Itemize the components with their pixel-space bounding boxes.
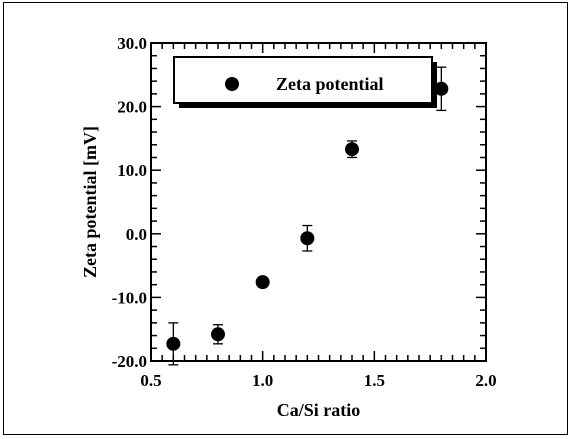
legend-label: Zeta potential	[276, 74, 384, 94]
y-axis-label: Zeta potential [mV]	[80, 126, 100, 278]
x-tick-label: 1.5	[364, 371, 385, 390]
legend-marker	[225, 77, 239, 91]
data-point	[211, 327, 225, 342]
data-point	[345, 142, 359, 157]
x-tick-label: 0.5	[140, 371, 161, 390]
y-tick-label: -10.0	[112, 288, 147, 307]
data-point	[300, 231, 315, 246]
legend: Zeta potential	[173, 56, 437, 108]
x-tick-label: 1.0	[252, 371, 273, 390]
legend-box	[173, 56, 433, 104]
axis-ticks	[150, 42, 487, 362]
y-tick-label: 20.0	[117, 98, 147, 117]
data-point	[255, 275, 270, 290]
data-point	[166, 336, 181, 351]
x-tick-label: 2.0	[475, 371, 496, 390]
y-tick-label: -20.0	[112, 352, 147, 371]
x-tick-labels: 0.5 1.0 1.5 2.0	[140, 371, 496, 390]
data-points	[166, 66, 449, 366]
y-tick-labels: -20.0 -10.0 0.0 10.0 20.0 30.0	[112, 34, 147, 371]
y-tick-label: 30.0	[117, 34, 147, 53]
x-axis-label: Ca/Si ratio	[277, 400, 361, 420]
y-tick-label: 0.0	[126, 225, 147, 244]
data-point	[434, 81, 449, 96]
y-tick-label: 10.0	[117, 161, 147, 180]
